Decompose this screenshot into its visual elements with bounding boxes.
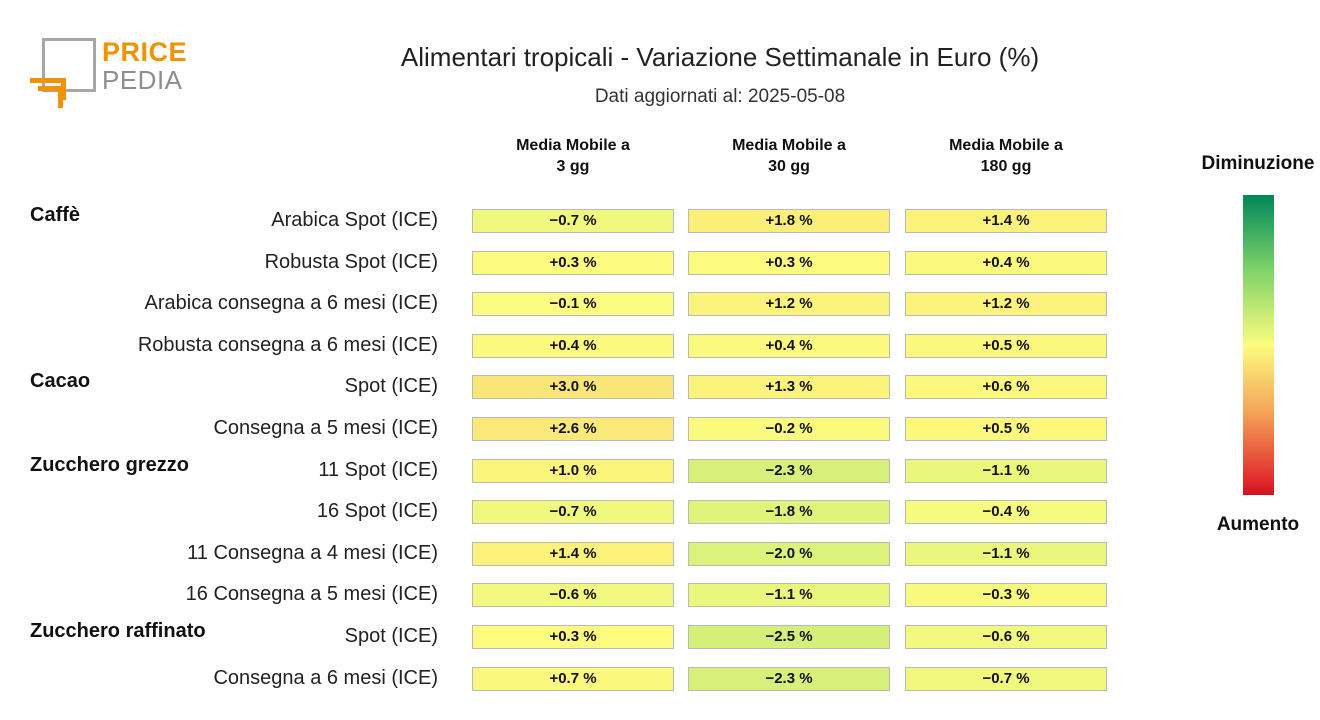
column-header: Media Mobile a 30 gg [732,137,846,175]
group-label: Zucchero raffinato [30,620,206,642]
row-label: Arabica consegna a 6 mesi (ICE) [144,292,438,315]
heatmap-cell: +0.7 % [472,666,674,691]
row-label: Spot (ICE) [344,625,438,647]
heatmap-cell: −0.6 % [472,583,674,608]
heatmap-cell: +2.6 % [472,417,674,441]
heatmap-cell: +0.3 % [688,250,890,275]
heatmap-cell: +0.4 % [905,250,1107,275]
heatmap-cell: −2.3 % [688,458,890,483]
logo-bracket-h2 [38,86,66,91]
pricepedia-logo: PRICE PEDIA [30,38,190,110]
heatmap-cell: −1.1 % [905,541,1107,566]
heatmap-cell: +3.0 % [472,375,674,400]
heatmap-cell: −0.7 % [472,209,674,233]
legend-bottom-label: Aumento [1216,514,1300,535]
heatmap-cell: −1.1 % [905,458,1107,483]
heatmap-cell: +1.4 % [905,209,1107,233]
color-scale-bar [1243,195,1274,495]
heatmap-cell: +0.3 % [472,250,674,275]
logo-brand-top: PRICE [102,37,188,67]
group-label: Caffè [30,204,81,226]
chart-subtitle: Dati aggiornati al: 2025-05-08 [594,86,846,107]
heatmap-cell: −0.7 % [905,666,1107,691]
heatmap-cell: +1.2 % [905,292,1107,317]
row-label: Spot (ICE) [344,375,438,398]
heatmap-cell: +0.4 % [472,333,674,358]
heatmap-cell: −2.0 % [688,541,890,566]
column-header: Media Mobile a 180 gg [949,137,1063,175]
heatmap-cell: +0.5 % [905,417,1107,441]
heatmap-cell: +0.3 % [472,625,674,649]
heatmap-cell: +1.0 % [472,458,674,483]
logo-square [42,38,96,92]
column-header: Media Mobile a 3 gg [516,137,630,175]
heatmap-cell: −1.8 % [688,500,890,525]
heatmap-cell: −0.2 % [688,417,890,441]
heatmap-cell: −0.4 % [905,500,1107,525]
row-label: Robusta Spot (ICE) [264,250,438,273]
heatmap-cell: +1.2 % [688,292,890,317]
row-label: Consegna a 6 mesi (ICE) [213,666,438,689]
row-label: 11 Spot (ICE) [318,458,438,481]
row-label: 11 Consegna a 4 mesi (ICE) [187,541,438,564]
row-label: Robusta consegna a 6 mesi (ICE) [137,333,438,356]
heatmap-cell: −1.1 % [688,583,890,608]
row-label: 16 Spot (ICE) [316,500,438,523]
row-label: Arabica Spot (ICE) [271,209,438,231]
heatmap-cell: −0.1 % [472,292,674,317]
heatmap-cell: +0.4 % [688,333,890,358]
group-label: Zucchero grezzo [30,453,189,476]
heatmap-cell: +0.6 % [905,375,1107,400]
heatmap-cell: +1.3 % [688,375,890,400]
heatmap-cell: −2.5 % [688,625,890,649]
row-label: 16 Consegna a 5 mesi (ICE) [185,583,438,606]
logo-brand-bottom: PEDIA [102,65,183,95]
group-label: Cacao [30,370,91,393]
heatmap-cell: +1.4 % [472,541,674,566]
logo-bracket-v2 [58,86,63,108]
heatmap-cell: −0.3 % [905,583,1107,608]
heatmap-cell: +1.8 % [688,209,890,233]
heatmap-cell: −0.7 % [472,500,674,525]
logo-bracket-h1 [30,78,66,83]
row-label: Consegna a 5 mesi (ICE) [213,417,438,439]
legend-top-label: Diminuzione [1201,153,1315,174]
heatmap-cell: −0.6 % [905,625,1107,649]
chart-title: Alimentari tropicali - Variazione Settim… [400,42,1040,72]
heatmap-cell: −2.3 % [688,666,890,691]
heatmap-cell: +0.5 % [905,333,1107,358]
